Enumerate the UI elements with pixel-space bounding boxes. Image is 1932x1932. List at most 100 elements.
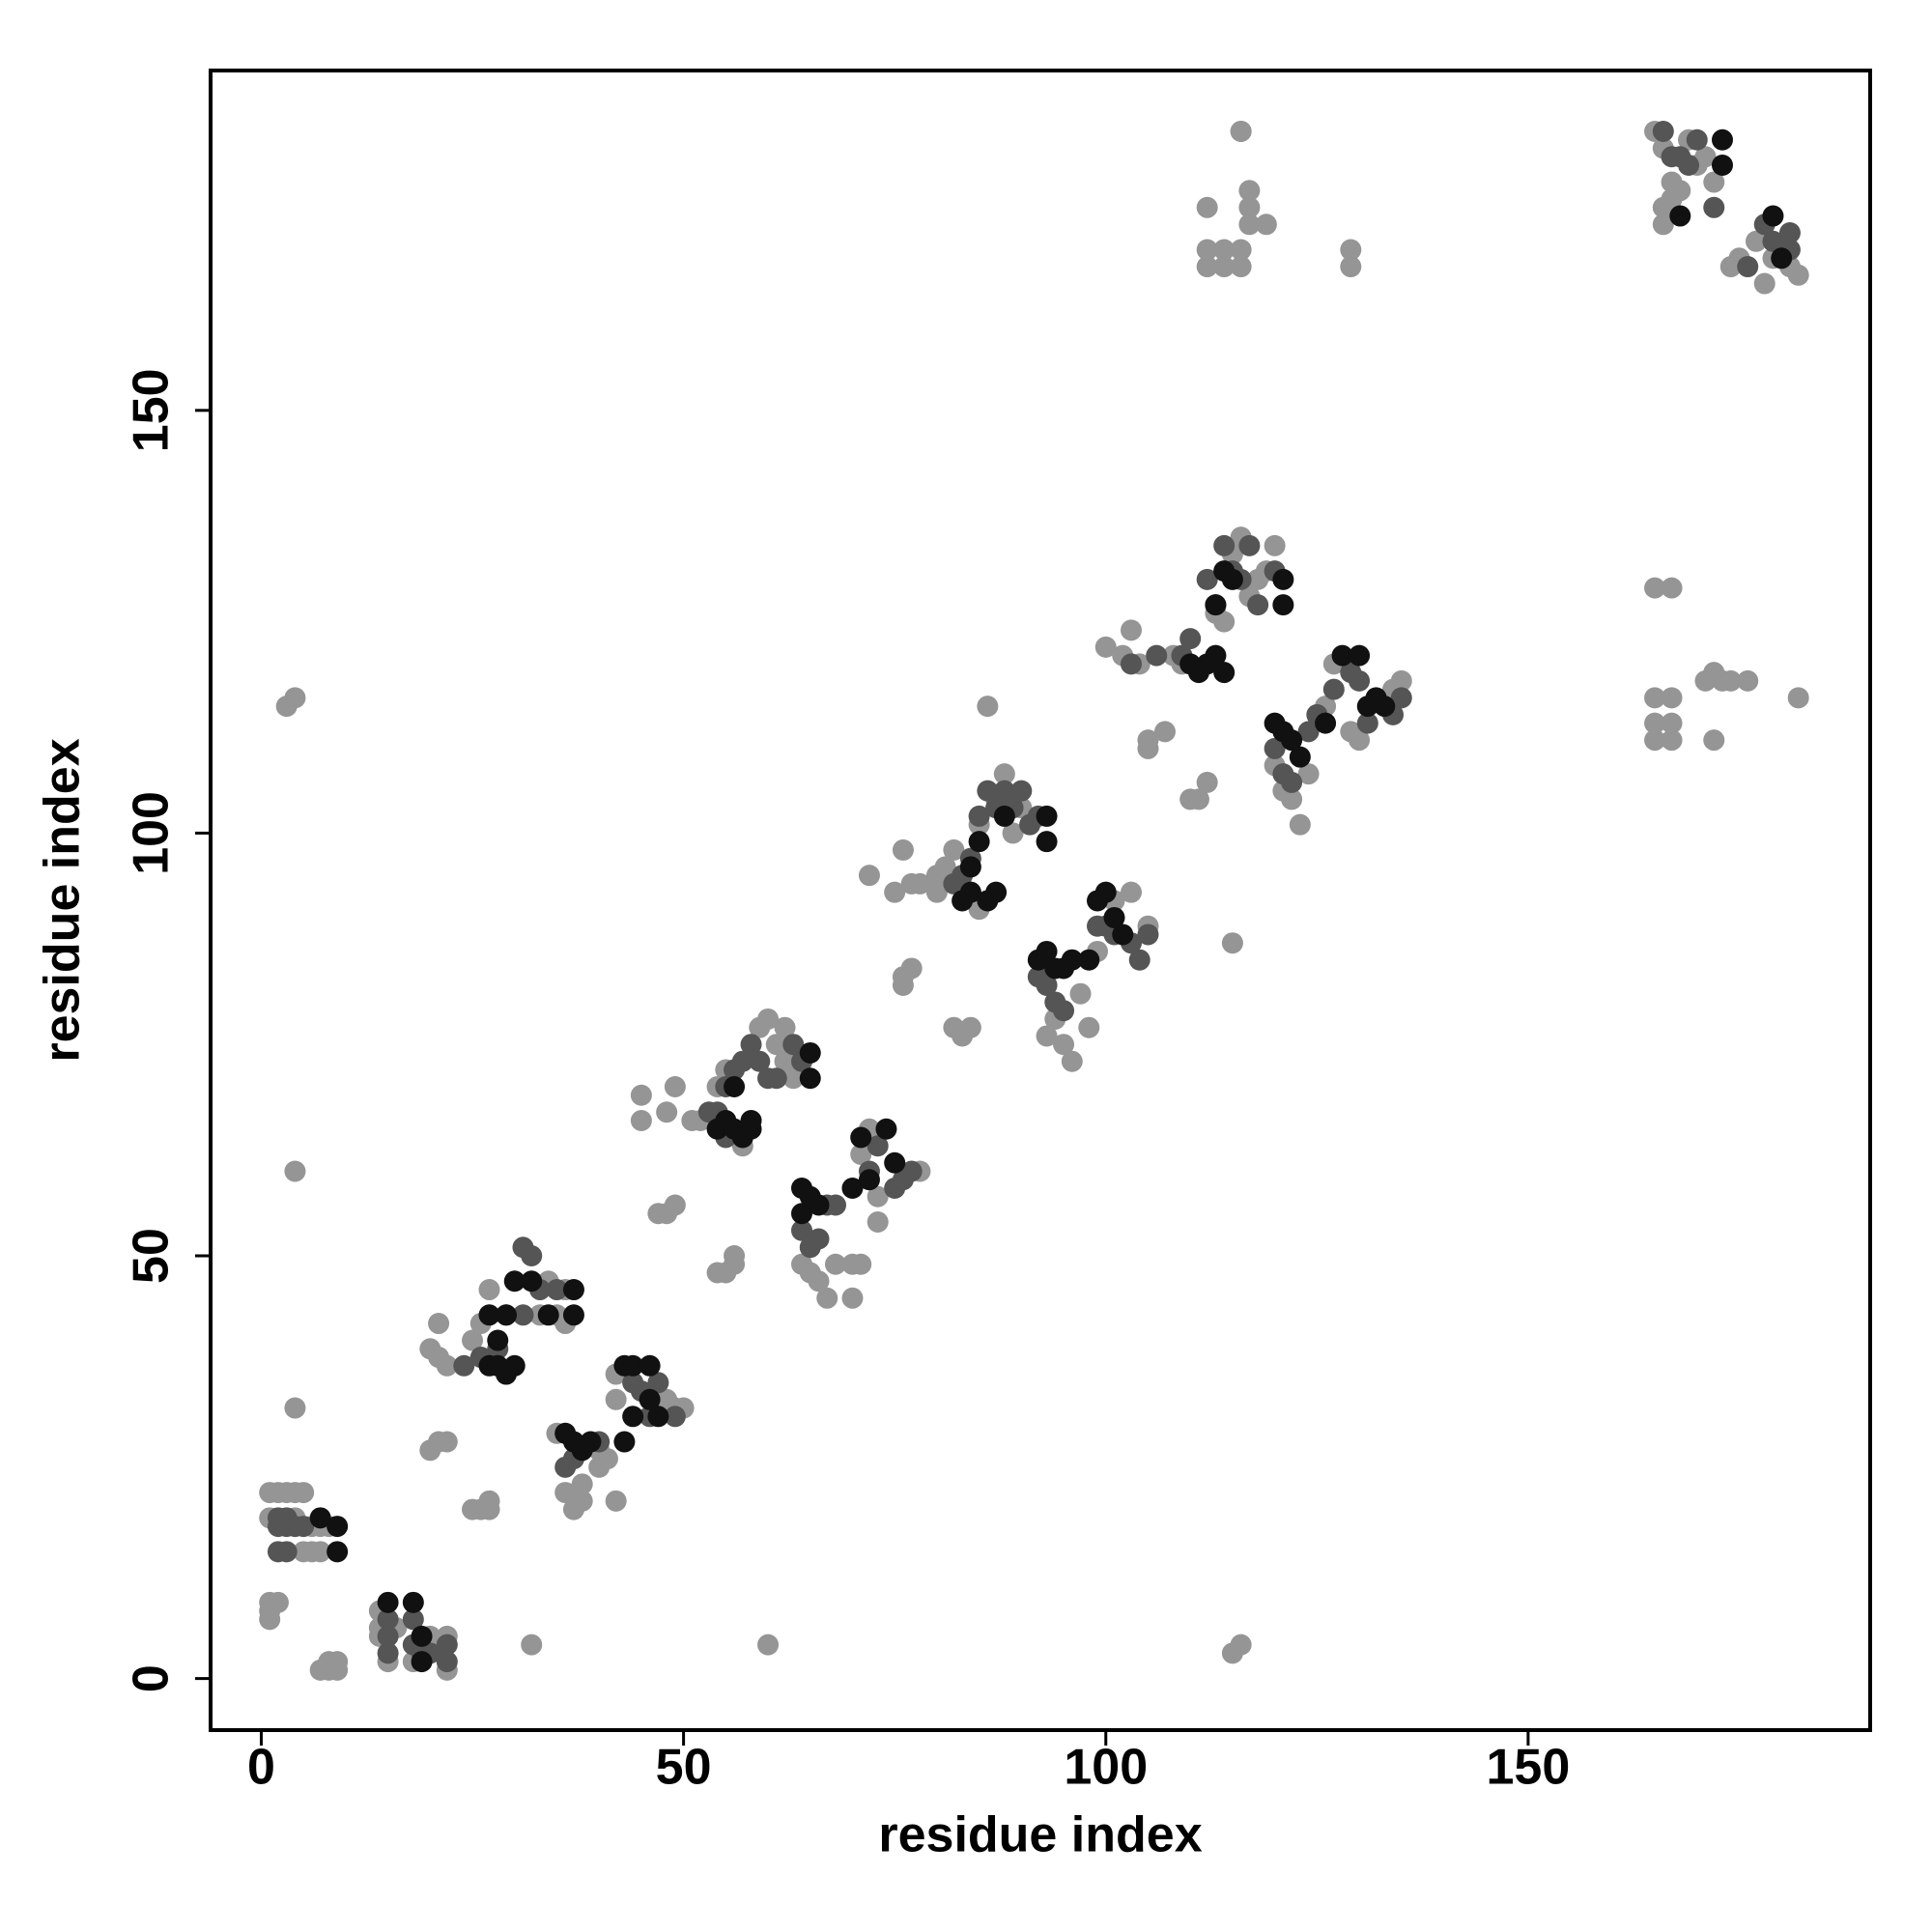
point bbox=[841, 1287, 864, 1309]
point bbox=[959, 856, 981, 878]
point bbox=[824, 1253, 846, 1275]
point bbox=[1711, 155, 1733, 177]
point bbox=[546, 1279, 568, 1301]
point bbox=[892, 974, 914, 996]
point bbox=[968, 831, 990, 853]
point bbox=[993, 780, 1015, 802]
point bbox=[791, 1203, 813, 1225]
point bbox=[1230, 121, 1252, 143]
point bbox=[554, 1482, 577, 1504]
point bbox=[824, 1194, 846, 1216]
point bbox=[453, 1354, 475, 1377]
point bbox=[1686, 128, 1708, 151]
point bbox=[512, 1304, 534, 1326]
point bbox=[791, 1219, 813, 1241]
point bbox=[284, 687, 306, 709]
point bbox=[478, 1498, 500, 1520]
point bbox=[1078, 949, 1100, 971]
point bbox=[1061, 1050, 1083, 1072]
point bbox=[1694, 146, 1717, 168]
point bbox=[630, 1084, 652, 1106]
point bbox=[1128, 949, 1151, 971]
point bbox=[411, 1651, 433, 1673]
point bbox=[503, 1354, 526, 1377]
point bbox=[1340, 239, 1362, 261]
point bbox=[1322, 678, 1345, 700]
point bbox=[1137, 923, 1159, 946]
x-tick-label: 100 bbox=[1064, 1740, 1148, 1796]
point bbox=[487, 1329, 509, 1351]
point bbox=[858, 865, 880, 887]
point bbox=[1137, 737, 1159, 759]
point bbox=[275, 1516, 298, 1538]
y-tick-label: 150 bbox=[124, 368, 180, 452]
point bbox=[1036, 974, 1058, 996]
y-tick-label: 100 bbox=[124, 791, 180, 875]
point bbox=[1153, 721, 1176, 743]
point bbox=[1281, 788, 1303, 810]
point bbox=[1053, 1000, 1075, 1022]
point bbox=[647, 1372, 669, 1394]
point bbox=[1390, 669, 1412, 692]
point bbox=[1230, 256, 1252, 278]
point bbox=[639, 1388, 661, 1410]
point bbox=[521, 1245, 543, 1267]
point bbox=[656, 1101, 678, 1123]
point bbox=[1036, 1025, 1058, 1047]
point bbox=[605, 1388, 627, 1410]
point bbox=[740, 1034, 762, 1056]
point bbox=[850, 1253, 872, 1275]
point bbox=[630, 1109, 652, 1131]
point bbox=[875, 1118, 897, 1140]
point bbox=[1264, 534, 1286, 556]
y-axis-title: residue index bbox=[35, 738, 91, 1062]
point bbox=[943, 838, 965, 861]
point bbox=[588, 1456, 611, 1478]
point bbox=[993, 805, 1015, 827]
point bbox=[1374, 696, 1396, 718]
point bbox=[808, 1194, 830, 1216]
point bbox=[909, 872, 931, 895]
point bbox=[402, 1591, 424, 1613]
point bbox=[664, 1194, 686, 1216]
point bbox=[1120, 881, 1142, 903]
point bbox=[664, 1075, 686, 1097]
point bbox=[749, 1050, 771, 1072]
point bbox=[1221, 932, 1243, 954]
point bbox=[1661, 188, 1683, 211]
point bbox=[1036, 940, 1058, 962]
point bbox=[1069, 982, 1092, 1005]
point bbox=[1213, 662, 1236, 684]
y-tick-label: 50 bbox=[124, 1228, 180, 1284]
point bbox=[884, 881, 906, 903]
point bbox=[1213, 256, 1236, 278]
point bbox=[850, 1143, 872, 1165]
point bbox=[884, 1151, 906, 1174]
point bbox=[1238, 196, 1261, 218]
point bbox=[1289, 746, 1311, 768]
point bbox=[1230, 1634, 1252, 1656]
point bbox=[1103, 906, 1125, 928]
point bbox=[867, 1135, 889, 1157]
point bbox=[1678, 155, 1700, 177]
x-tick-label: 150 bbox=[1487, 1740, 1571, 1796]
point bbox=[1146, 644, 1168, 667]
point bbox=[1762, 205, 1784, 227]
point bbox=[521, 1634, 543, 1656]
point bbox=[1221, 568, 1243, 590]
point bbox=[284, 1160, 306, 1182]
point bbox=[309, 1541, 331, 1563]
point bbox=[782, 1067, 805, 1090]
point bbox=[1719, 669, 1742, 692]
point bbox=[1010, 780, 1033, 802]
point bbox=[1036, 831, 1058, 853]
point bbox=[622, 1354, 644, 1377]
point bbox=[462, 1329, 484, 1351]
point bbox=[562, 1279, 584, 1301]
point bbox=[622, 1406, 644, 1428]
point bbox=[1196, 568, 1218, 590]
point bbox=[765, 1034, 787, 1056]
point bbox=[724, 1245, 746, 1267]
points bbox=[259, 121, 1809, 1681]
